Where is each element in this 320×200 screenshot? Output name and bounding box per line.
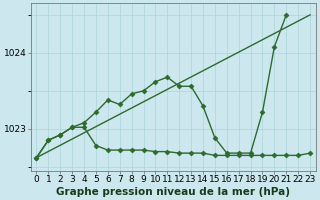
X-axis label: Graphe pression niveau de la mer (hPa): Graphe pression niveau de la mer (hPa) <box>56 187 290 197</box>
